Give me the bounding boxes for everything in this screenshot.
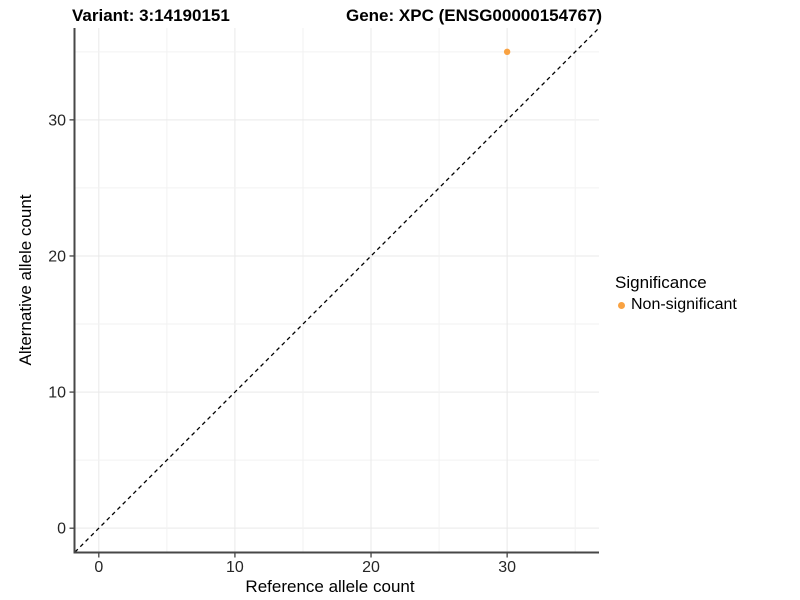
identity-reference-line: [74, 27, 600, 553]
legend-item-label: Non-significant: [631, 296, 737, 313]
x-tick-label: 10: [226, 559, 244, 576]
x-axis-title: Reference allele count: [245, 577, 415, 596]
y-tick-label: 10: [48, 385, 66, 402]
legend-point-icon: [618, 301, 625, 309]
legend: Significance Non-significant: [615, 273, 737, 314]
legend-title: Significance: [615, 273, 707, 292]
legend-item-non-significant: Non-significant: [615, 296, 737, 314]
x-tick-label: 0: [94, 559, 103, 576]
y-axis-title: Alternative allele count: [16, 194, 35, 366]
y-tick-label: 20: [48, 248, 66, 265]
plot-title-gene: Gene: XPC (ENSG00000154767): [346, 6, 603, 25]
x-tick-label: 30: [498, 559, 516, 576]
x-tick-label: 20: [362, 559, 380, 576]
y-tick-label: 0: [57, 521, 66, 538]
data-point: [503, 48, 511, 56]
plot-title-variant: Variant: 3:14190151: [72, 6, 230, 25]
y-tick-label: 30: [48, 112, 66, 129]
